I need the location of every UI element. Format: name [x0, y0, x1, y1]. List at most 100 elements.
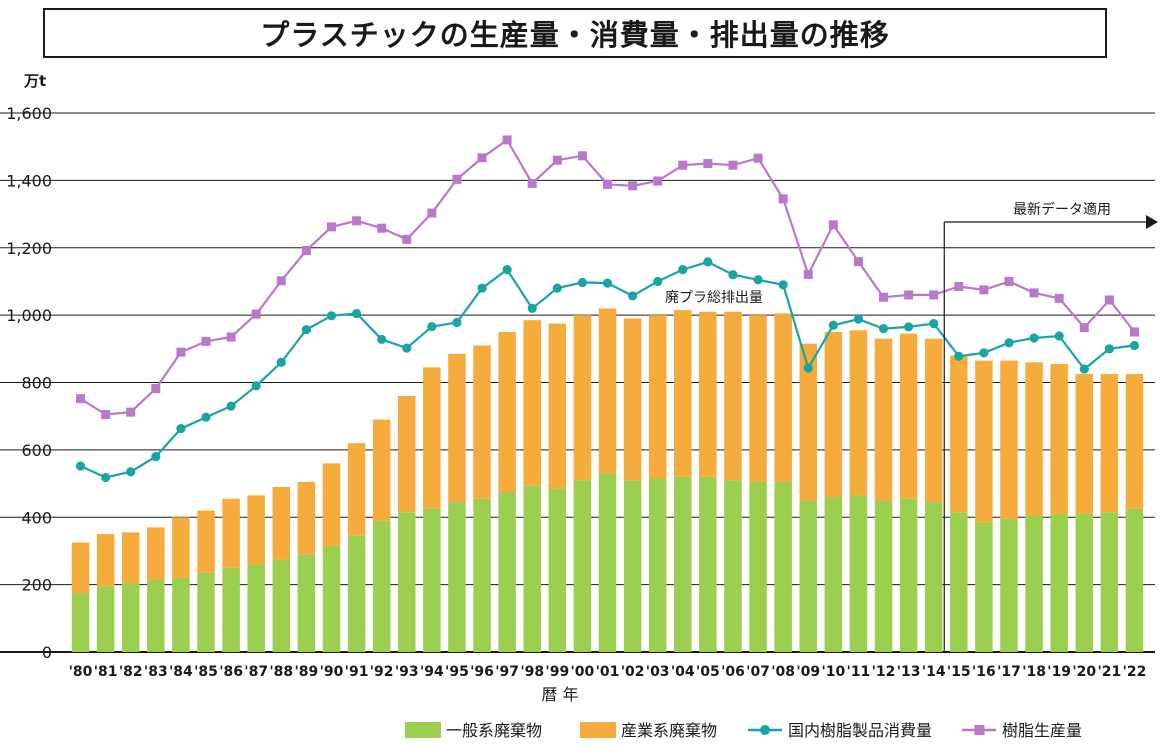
consumption-point: [577, 277, 588, 288]
bar-industrial-waste: [147, 527, 165, 580]
bar-general-waste: [924, 502, 943, 652]
consumption-point: [627, 291, 638, 301]
production-point: [929, 290, 939, 300]
latest-data-annotation: 最新データ適用: [1013, 201, 1111, 218]
bar-general-waste: [648, 478, 667, 652]
bar-general-waste: [398, 512, 416, 652]
bar-industrial-waste: [824, 331, 843, 498]
y-tick-label: 1,600: [6, 104, 52, 123]
x-tick-label: '10: [821, 664, 845, 680]
bar-industrial-waste: [1125, 374, 1144, 509]
bar-industrial-waste: [1100, 374, 1119, 513]
legend-label-consumption: 国内樹脂製品消費量: [788, 721, 932, 740]
bar-industrial-waste: [297, 481, 316, 555]
x-tick-label: '95: [445, 664, 469, 680]
bar-general-waste: [1100, 512, 1119, 652]
production-point: [301, 245, 311, 255]
consumption-point: [979, 348, 989, 358]
consumption-point: [151, 452, 161, 462]
bar-general-waste: [197, 572, 215, 652]
consumption-point: [351, 308, 362, 319]
production-point: [377, 223, 387, 233]
bar-general-waste: [272, 559, 291, 652]
consumption-point: [778, 280, 788, 290]
bar-general-waste: [498, 491, 516, 652]
x-tick-label: '08: [771, 664, 795, 680]
bar-general-waste: [799, 500, 817, 652]
consumption-point: [1079, 364, 1089, 374]
waste-total-annotation: 廃プラ総排出量: [665, 289, 763, 306]
x-tick-label: '80: [69, 664, 93, 680]
x-tick-label: '18: [1022, 664, 1046, 680]
production-point: [979, 285, 989, 295]
consumption-point: [1054, 331, 1064, 341]
y-axis-labels: 0 200 400 600 800 1,000 1,200 1,400 1,600 万t: [6, 72, 52, 662]
consumption-point: [326, 311, 337, 321]
x-tick-label: '05: [696, 664, 720, 680]
y-tick-label: 1,200: [6, 239, 52, 258]
consumption-point: [276, 357, 286, 367]
production-point: [1004, 276, 1014, 286]
x-tick-label: '98: [520, 664, 544, 680]
bar-industrial-waste: [172, 517, 190, 578]
x-tick-label: '92: [370, 664, 394, 680]
bar-industrial-waste: [1075, 374, 1094, 514]
x-tick-label: '87: [244, 664, 268, 680]
bar-industrial-waste: [598, 308, 617, 474]
consumption-point: [452, 317, 462, 328]
bar-industrial-waste: [372, 419, 391, 521]
bar-general-waste: [598, 473, 617, 652]
chart-title: プラスチックの生産量・消費量・排出量の推移: [260, 18, 890, 52]
x-tick-label: '83: [144, 664, 168, 680]
consumption-point: [853, 314, 864, 324]
x-tick-label: '12: [872, 664, 896, 680]
x-tick-label: '04: [671, 664, 695, 680]
bar-general-waste: [749, 481, 767, 652]
bar-industrial-waste: [924, 338, 943, 503]
consumption-point: [502, 265, 512, 275]
production-point: [201, 336, 211, 346]
bar-general-waste: [222, 567, 240, 652]
x-tick-label: '00: [571, 664, 595, 680]
consumption-point: [828, 320, 838, 330]
consumption-point: [803, 363, 813, 373]
bar-industrial-waste: [96, 534, 115, 587]
production-point: [577, 151, 587, 161]
production-point: [653, 176, 663, 186]
consumption-point: [226, 401, 236, 411]
bar-industrial-waste: [347, 443, 366, 536]
bar-general-waste: [473, 498, 491, 652]
annotations: 廃プラ総排出量 最新データ適用: [665, 201, 1158, 652]
bar-general-waste: [975, 522, 993, 652]
consumption-point: [728, 270, 738, 280]
consumption-point: [101, 472, 111, 483]
bar-industrial-waste: [724, 311, 742, 481]
bar-general-waste: [1125, 508, 1144, 652]
x-tick-label: '14: [922, 664, 946, 680]
y-tick-label: 400: [21, 508, 52, 527]
bar-general-waste: [297, 554, 316, 652]
bar-industrial-waste: [950, 355, 968, 513]
consumption-point: [703, 257, 713, 267]
production-point: [276, 276, 286, 286]
x-tick-label: '22: [1123, 664, 1147, 680]
production-point: [176, 347, 186, 357]
bar-general-waste: [548, 488, 567, 652]
x-tick-label: '89: [294, 664, 318, 680]
production-point: [728, 160, 738, 170]
production-point: [628, 181, 638, 191]
bar-general-waste: [573, 480, 592, 652]
bar-general-waste: [121, 582, 140, 652]
bar-industrial-waste: [247, 495, 265, 565]
production-point: [226, 332, 236, 342]
x-tick-label: '02: [621, 664, 645, 680]
y-tick-label: 1,400: [6, 171, 52, 190]
bar-industrial-waste: [498, 331, 516, 492]
production-point: [502, 135, 512, 145]
x-tick-label: '16: [972, 664, 996, 680]
bar-industrial-waste: [1025, 362, 1043, 516]
x-tick-label: '81: [94, 664, 118, 680]
chart-title-box: プラスチックの生産量・消費量・排出量の推移: [43, 8, 1107, 58]
bar-industrial-waste: [975, 360, 993, 523]
production-point: [1104, 295, 1114, 305]
